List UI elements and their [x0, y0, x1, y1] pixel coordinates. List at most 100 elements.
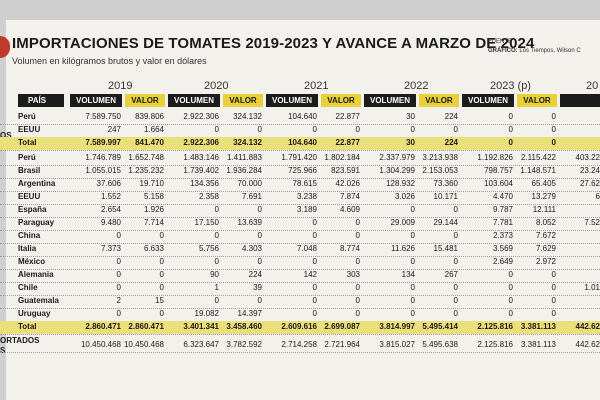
table-row: EEUU 247 1.664 0 0 0 0 0 0 0 0	[0, 124, 600, 137]
header-valor-2022: VALOR	[419, 94, 459, 107]
volumen-cell: 6.323.647	[183, 340, 219, 349]
valor-cell: 0	[453, 309, 458, 318]
valor-cell: 0	[159, 257, 164, 266]
country-cell: Perú	[18, 153, 36, 162]
valor-cell: 1.802.184	[324, 153, 360, 162]
header-pais: PAÍS	[18, 94, 64, 107]
document-page	[6, 20, 600, 400]
volumen-cell: 90	[210, 270, 219, 279]
volumen-cell: 0	[116, 309, 121, 318]
valor-cell: 0	[551, 125, 556, 134]
valor-cell: 5.495.638	[422, 340, 458, 349]
valor-cell: 0	[159, 309, 164, 318]
valor-cell: 0	[257, 205, 262, 214]
valor-cell: 8.774	[339, 244, 360, 253]
volumen-cell: 78.615	[292, 179, 317, 188]
volumen-cell: 403.22	[575, 153, 600, 162]
volumen-cell: 0	[116, 283, 121, 292]
volumen-cell: 0	[410, 231, 415, 240]
volumen-cell: 134.356	[190, 179, 219, 188]
valor-cell: 0	[453, 283, 458, 292]
volumen-cell: 104.640	[288, 112, 317, 121]
volumen-cell: 9.480	[100, 218, 121, 227]
volumen-cell: 142	[303, 270, 317, 279]
valor-cell: 0	[551, 270, 556, 279]
volumen-cell: 0	[214, 257, 219, 266]
valor-cell: 841.470	[135, 138, 164, 147]
table-row: Chile 0 0 1 39 0 0 0 0 0 0 1.01	[0, 282, 600, 295]
volumen-cell: 247	[107, 125, 121, 134]
volumen-cell: 9.787	[492, 205, 513, 214]
table-row: EEUU 1.552 5.158 2.358 7.691 3.238 7.874 3.026 1…	[0, 191, 600, 204]
valor-cell: 15	[155, 296, 164, 305]
table-row: Paraguay 9.480 7.714 17.150 13.639 0 0 29.009 29…	[0, 217, 600, 230]
page-subtitle: Volumen en kilógramos brutos y valor en …	[12, 56, 207, 66]
valor-cell: 1.926	[143, 205, 164, 214]
year-2021: 2021	[304, 80, 329, 92]
volumen-cell: 134	[401, 270, 415, 279]
header-volumen-2023: VOLUMEN	[462, 94, 514, 107]
volumen-cell: 0	[116, 270, 121, 279]
volumen-cell: 3.401.341	[183, 322, 219, 331]
country-cell: EEUU	[18, 125, 41, 134]
volumen-cell: 1.055.015	[85, 166, 121, 175]
total-row: Total 7.589.997 841.470 2.922.306 324.132 104…	[0, 137, 600, 150]
volumen-cell: 0	[508, 270, 513, 279]
valor-cell: 2.860.471	[128, 322, 164, 331]
volumen-cell: 0	[116, 231, 121, 240]
volumen-cell: 7.048	[296, 244, 317, 253]
volumen-cell: 2.654	[100, 205, 121, 214]
volumen-cell: 4.470	[492, 192, 513, 201]
volumen-cell: 442.62	[575, 322, 600, 331]
volumen-cell: 0	[312, 125, 317, 134]
volumen-cell: 23.24	[579, 166, 600, 175]
volumen-cell: 3.814.997	[379, 322, 415, 331]
row-separator	[0, 165, 600, 166]
volumen-cell: 2.125.816	[477, 340, 513, 349]
valor-cell: 12.111	[532, 205, 556, 214]
country-cell: Italia	[18, 244, 37, 253]
header-valor-2019: VALOR	[125, 94, 165, 107]
table-row: Argentina 37.606 19.710 134.356 70.000 78.615…	[0, 178, 600, 191]
valor-cell: 0	[551, 138, 556, 147]
year-2019: 2019	[108, 80, 133, 92]
row-separator	[0, 150, 600, 151]
country-cell: Argentina	[18, 179, 56, 188]
volumen-cell: 30	[406, 112, 415, 121]
country-cell: Brasil	[18, 166, 41, 175]
volumen-cell: 0	[116, 257, 121, 266]
valor-cell: 7.691	[241, 192, 262, 201]
header-valor-2023: VALOR	[517, 94, 557, 107]
volumen-cell: 0	[508, 125, 513, 134]
year-2024: 20	[586, 80, 599, 92]
valor-cell: 3.782.592	[226, 340, 262, 349]
volumen-cell: 0	[312, 283, 317, 292]
valor-cell: 8.052	[535, 218, 556, 227]
valor-cell: 1.148.571	[520, 166, 556, 175]
volumen-cell: 11.626	[391, 244, 415, 253]
valor-cell: 1.235.232	[128, 166, 164, 175]
column-header-row: PAÍS VOLUMEN VALOR VOLUMEN VALOR VOLUMEN…	[0, 94, 600, 108]
volumen-cell: 7.52	[584, 218, 600, 227]
red-accent-tab	[0, 36, 10, 58]
header-volumen-2021: VOLUMEN	[266, 94, 318, 107]
volumen-cell: 3.026	[394, 192, 415, 201]
year-2023: 2023 (p)	[490, 80, 531, 92]
valor-cell: 1.936.284	[226, 166, 262, 175]
grand-total-row: 10.450.468 10.450.468 6.323.647 3.782.592 2.…	[0, 339, 600, 352]
total-row: Total 2.860.471 2.860.471 3.401.341 3.458.46…	[0, 321, 600, 334]
valor-cell: 19.710	[139, 179, 164, 188]
volumen-cell: 0	[312, 309, 317, 318]
graphic-credit-label: GRÁFICO:	[488, 48, 518, 54]
valor-cell: 22.877	[335, 112, 360, 121]
valor-cell: 224	[444, 112, 458, 121]
row-separator	[0, 295, 600, 296]
valor-cell: 0	[453, 125, 458, 134]
row-separator	[0, 230, 600, 231]
volumen-cell: 0	[410, 283, 415, 292]
table-row: Perú 7.589.750 839.806 2.922.306 324.132 104.…	[0, 111, 600, 124]
valor-cell: 3.458.460	[226, 322, 262, 331]
valor-cell: 0	[453, 296, 458, 305]
country-cell: Total	[18, 322, 37, 331]
valor-cell: 0	[551, 309, 556, 318]
